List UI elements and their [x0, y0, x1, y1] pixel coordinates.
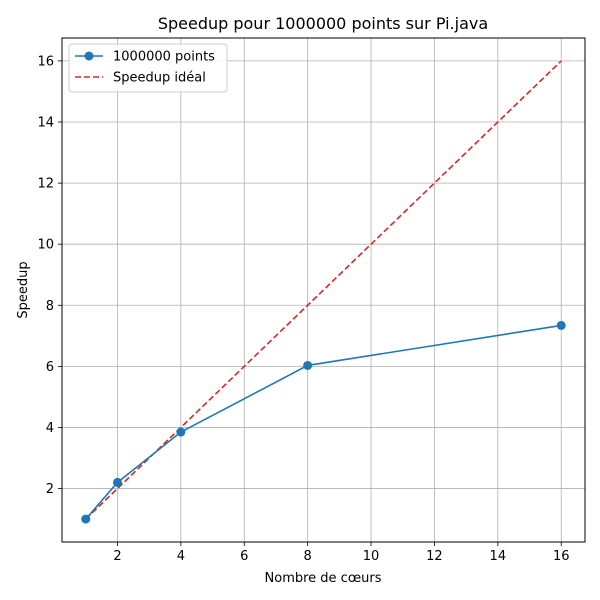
y-axis-label: Speedup [16, 261, 31, 318]
x-axis-label: Nombre de cœurs [265, 571, 382, 586]
legend-marker-measured [84, 51, 94, 61]
data-point-measured [176, 427, 186, 437]
chart-title: Speedup pour 1000000 points sur Pi.java [158, 14, 488, 33]
x-tick-label: 14 [490, 549, 507, 564]
y-tick-label: 16 [37, 54, 54, 69]
data-point-measured [81, 514, 91, 524]
x-tick-label: 6 [240, 549, 248, 564]
x-tick-label: 12 [426, 549, 443, 564]
y-tick-label: 4 [46, 421, 54, 436]
legend-label-ideal: Speedup idéal [113, 71, 206, 86]
y-tick-label: 8 [46, 299, 54, 314]
y-tick-label: 6 [46, 360, 54, 375]
legend: 1000000 points Speedup idéal [68, 43, 228, 93]
y-tick-label: 14 [37, 116, 54, 131]
x-tick-label: 10 [363, 549, 380, 564]
series-line-ideal [85, 60, 562, 520]
plot-frame [61, 37, 586, 543]
legend-label-measured: 1000000 points [113, 50, 215, 65]
legend-box [68, 43, 228, 93]
y-tick-label: 2 [46, 482, 54, 497]
y-gridlines [62, 60, 585, 489]
data-point-measured [112, 477, 122, 487]
data-point-measured [556, 320, 566, 330]
x-axis-ticks: 2 4 6 8 10 12 14 16 [113, 542, 570, 564]
y-axis-ticks: 2 4 6 8 10 12 14 16 [37, 54, 62, 497]
x-tick-label: 4 [177, 549, 185, 564]
y-tick-label: 10 [37, 238, 54, 253]
x-tick-label: 16 [553, 549, 570, 564]
x-gridlines [117, 38, 562, 542]
data-point-measured [303, 360, 313, 370]
x-tick-label: 8 [304, 549, 312, 564]
series-line-measured [85, 324, 562, 520]
series-layer [81, 60, 566, 524]
y-tick-label: 12 [37, 177, 54, 192]
x-tick-label: 2 [113, 549, 121, 564]
